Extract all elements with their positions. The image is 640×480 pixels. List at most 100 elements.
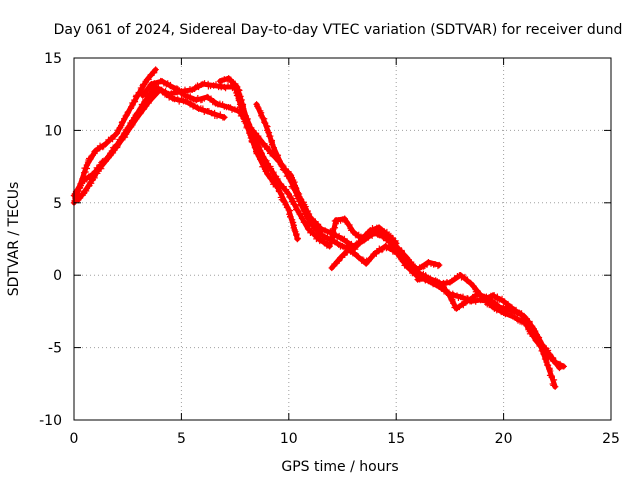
point-marker bbox=[397, 253, 404, 260]
point-marker bbox=[328, 235, 335, 242]
x-tick-label: 25 bbox=[602, 431, 620, 447]
point-marker bbox=[276, 158, 283, 165]
point-marker bbox=[316, 237, 323, 245]
point-marker bbox=[550, 382, 557, 389]
point-marker bbox=[124, 108, 132, 116]
series-track-1 bbox=[70, 66, 159, 206]
y-tick-label: -10 bbox=[39, 413, 62, 429]
series-track-7 bbox=[328, 243, 563, 372]
point-marker bbox=[331, 217, 339, 225]
point-marker bbox=[207, 82, 214, 90]
point-marker bbox=[253, 141, 260, 148]
point-marker bbox=[550, 376, 558, 384]
point-marker bbox=[229, 84, 236, 92]
point-marker bbox=[531, 328, 538, 336]
point-marker bbox=[279, 163, 286, 170]
y-tick-label: 5 bbox=[53, 196, 62, 212]
point-marker bbox=[99, 143, 106, 151]
point-marker bbox=[121, 115, 128, 122]
point-marker bbox=[348, 227, 355, 234]
point-marker bbox=[283, 204, 291, 211]
plot-frame bbox=[73, 57, 612, 421]
point-marker bbox=[523, 317, 531, 324]
point-marker bbox=[513, 315, 520, 323]
point-marker bbox=[97, 165, 105, 172]
point-marker bbox=[508, 308, 515, 315]
point-marker bbox=[130, 118, 138, 125]
point-marker bbox=[455, 294, 462, 301]
point-marker bbox=[474, 296, 482, 303]
point-marker bbox=[309, 229, 317, 237]
point-marker bbox=[167, 81, 174, 89]
point-marker bbox=[413, 271, 420, 278]
point-marker bbox=[332, 220, 339, 228]
point-marker bbox=[533, 333, 540, 340]
point-marker bbox=[157, 77, 164, 85]
point-marker bbox=[154, 87, 161, 94]
point-marker bbox=[121, 133, 129, 141]
point-marker bbox=[278, 162, 285, 169]
point-marker bbox=[273, 183, 280, 190]
point-marker bbox=[549, 380, 556, 388]
point-marker bbox=[91, 174, 98, 182]
point-marker bbox=[335, 257, 342, 264]
series-track-8 bbox=[414, 274, 559, 390]
point-marker bbox=[261, 118, 268, 126]
point-marker bbox=[199, 105, 207, 112]
point-marker bbox=[355, 253, 362, 260]
point-marker bbox=[270, 181, 277, 188]
x-tick-label: 20 bbox=[495, 431, 513, 447]
point-marker bbox=[541, 351, 548, 358]
point-marker bbox=[201, 95, 208, 102]
point-marker bbox=[385, 244, 392, 251]
point-marker bbox=[95, 164, 102, 172]
point-marker bbox=[274, 178, 282, 185]
point-marker bbox=[400, 259, 408, 266]
point-marker bbox=[359, 256, 367, 263]
point-marker bbox=[498, 295, 506, 303]
point-marker bbox=[263, 122, 270, 130]
point-marker bbox=[184, 94, 191, 101]
point-marker bbox=[326, 242, 333, 249]
point-marker bbox=[190, 96, 197, 103]
point-marker bbox=[385, 234, 392, 242]
point-marker bbox=[423, 261, 431, 268]
point-marker bbox=[334, 258, 342, 265]
point-marker bbox=[252, 137, 259, 145]
point-marker bbox=[352, 231, 359, 238]
point-marker bbox=[359, 237, 366, 245]
point-marker bbox=[340, 243, 348, 251]
x-tick-label: 5 bbox=[177, 431, 186, 447]
point-marker bbox=[543, 358, 550, 366]
point-marker bbox=[398, 248, 405, 255]
y-tick-label: 15 bbox=[44, 51, 62, 67]
point-marker bbox=[433, 279, 441, 286]
point-marker bbox=[495, 296, 503, 304]
point-marker bbox=[145, 76, 152, 83]
point-marker bbox=[280, 197, 287, 205]
point-marker bbox=[115, 140, 122, 147]
point-marker bbox=[294, 189, 301, 196]
point-marker bbox=[82, 168, 89, 176]
point-marker bbox=[241, 111, 248, 118]
point-marker bbox=[205, 94, 212, 101]
point-marker bbox=[541, 355, 549, 363]
x-tick-label: 10 bbox=[280, 431, 298, 447]
point-marker bbox=[532, 332, 539, 339]
point-marker bbox=[295, 207, 302, 215]
point-marker bbox=[137, 109, 144, 116]
point-marker bbox=[122, 112, 129, 120]
point-marker bbox=[341, 235, 348, 243]
point-marker bbox=[324, 229, 331, 237]
point-marker bbox=[263, 157, 270, 165]
point-marker bbox=[258, 150, 265, 157]
point-marker bbox=[266, 150, 274, 157]
point-marker bbox=[490, 292, 498, 299]
point-marker bbox=[82, 187, 90, 195]
point-marker bbox=[481, 293, 488, 301]
point-marker bbox=[123, 111, 130, 119]
point-marker bbox=[271, 180, 278, 187]
point-marker bbox=[306, 225, 313, 233]
point-marker bbox=[257, 149, 265, 156]
